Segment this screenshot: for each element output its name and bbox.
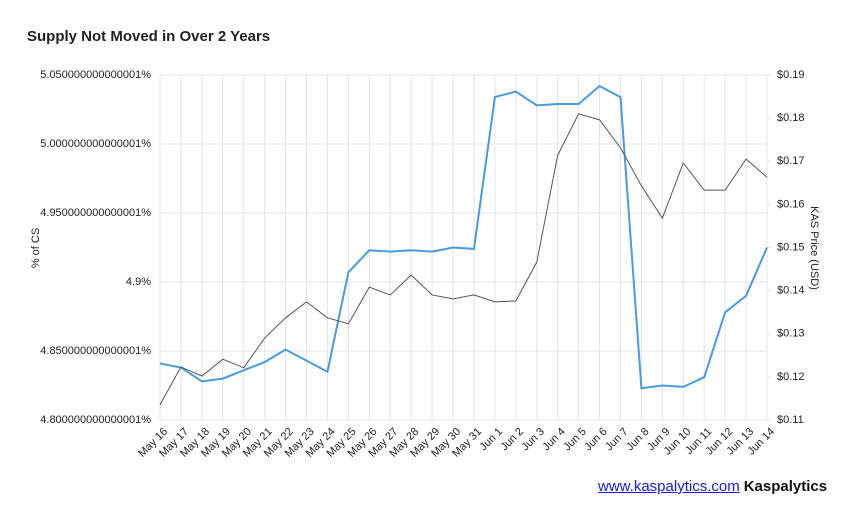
y2-tick-label: $0.18 xyxy=(777,112,805,124)
y2-tick-label: $0.17 xyxy=(777,155,805,167)
x-tick-label: Jun 8 xyxy=(624,426,652,454)
x-tick-label: Jun 4 xyxy=(540,426,568,454)
y-tick-label: 4.850000000000001% xyxy=(40,345,151,357)
x-tick-label: Jun 7 xyxy=(603,426,631,454)
y-tick-label: 4.800000000000001% xyxy=(40,414,151,426)
y2-tick-label: $0.15 xyxy=(777,241,805,253)
chart-title: Supply Not Moved in Over 2 Years xyxy=(27,28,270,45)
y2-tick-label: $0.16 xyxy=(777,198,805,210)
y-tick-label: 5.050000000000001% xyxy=(40,69,151,81)
x-tick-label: Jun 3 xyxy=(519,426,547,454)
x-tick-label: Jun 1 xyxy=(478,426,506,454)
y2-axis-label: KAS Price (USD) xyxy=(808,206,820,290)
y2-tick-label: $0.12 xyxy=(777,371,805,383)
brand: Kaspalytics xyxy=(743,478,828,495)
series-line xyxy=(159,84,768,390)
x-tick-label: Jun 6 xyxy=(582,426,610,454)
y-tick-label: 5.000000000000001% xyxy=(40,138,151,150)
y2-tick-label: $0.13 xyxy=(777,328,805,340)
y2-tick-label: $0.11 xyxy=(777,414,804,426)
y-tick-label: 4.9% xyxy=(126,276,151,288)
x-tick-label: Jun 2 xyxy=(498,426,526,454)
site-link[interactable]: www.kaspalytics.com xyxy=(598,478,740,495)
series-line xyxy=(159,113,768,406)
y-axis-label: % of CS xyxy=(30,228,42,268)
y-tick-label: 4.950000000000001% xyxy=(40,207,151,219)
y2-tick-label: $0.19 xyxy=(777,69,805,81)
x-tick-label: Jun 5 xyxy=(561,426,589,454)
y2-tick-label: $0.14 xyxy=(777,285,805,297)
footer: www.kaspalytics.com Kaspalytics xyxy=(598,478,827,495)
